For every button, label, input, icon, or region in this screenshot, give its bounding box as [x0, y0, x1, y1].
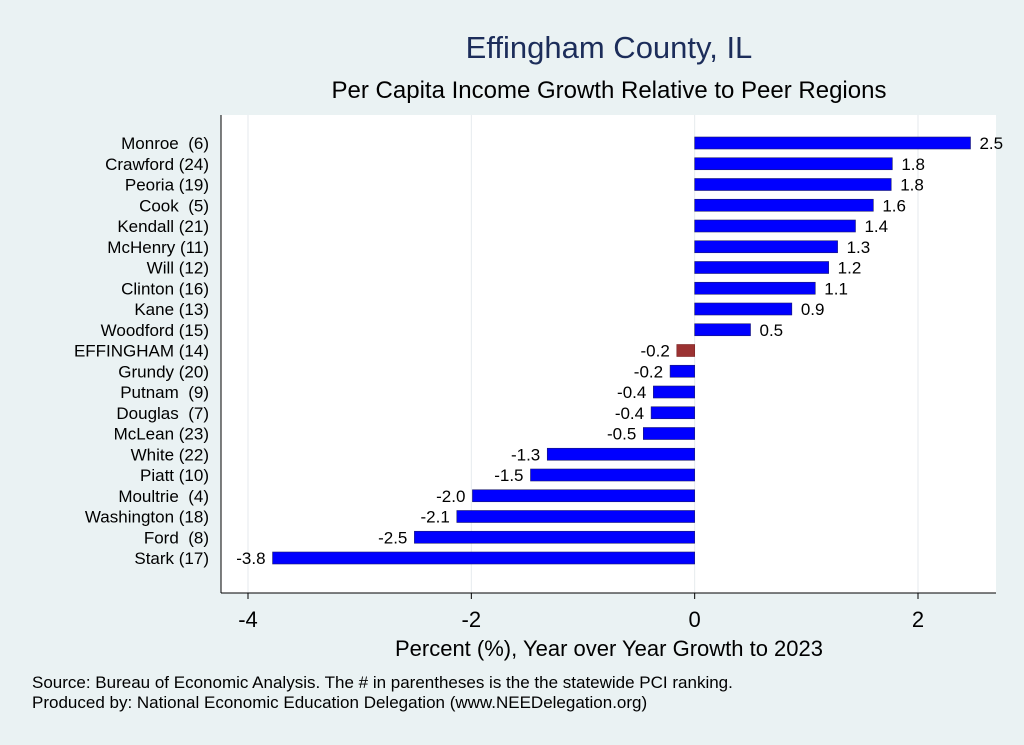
bar [694, 157, 893, 171]
value-label: 1.3 [847, 238, 871, 257]
value-label: -1.3 [511, 445, 540, 464]
value-label: -0.5 [607, 425, 636, 444]
x-tick-label: -4 [238, 607, 258, 632]
bar [694, 302, 793, 316]
chart-subtitle: Per Capita Income Growth Relative to Pee… [332, 77, 887, 104]
bar [694, 261, 829, 274]
bar [456, 510, 695, 523]
category-label: Douglas (7) [116, 404, 209, 423]
category-label: Putnam (9) [120, 383, 209, 402]
value-label: -0.2 [641, 342, 670, 361]
bar [694, 198, 874, 212]
category-label: Moultrie (4) [118, 487, 209, 506]
category-label: EFFINGHAM (14) [74, 342, 209, 361]
value-labels: 2.51.81.81.61.41.31.21.10.90.5-0.2-0.2-0… [236, 134, 1003, 568]
x-axis-label: Percent (%), Year over Year Growth to 20… [395, 636, 823, 661]
value-label: -0.4 [615, 404, 644, 423]
chart-title: Effingham County, IL [466, 30, 753, 65]
category-label: Washington (18) [85, 508, 209, 527]
category-label: Kendall (21) [117, 217, 209, 236]
category-label: Crawford (24) [105, 155, 209, 174]
value-label: 1.8 [900, 176, 924, 195]
bar [694, 219, 856, 233]
bar [694, 136, 971, 150]
bar [530, 468, 695, 482]
value-label: -2.0 [436, 487, 465, 506]
category-label: White (22) [131, 445, 209, 464]
value-label: 1.6 [882, 196, 906, 215]
category-labels: Monroe (6) Crawford (24) Peoria (19)Cook (… [74, 134, 209, 568]
bars [272, 136, 971, 565]
value-label: 2.5 [979, 134, 1003, 153]
bar [650, 406, 695, 420]
value-label: -3.8 [236, 549, 265, 568]
producer-note: Produced by: National Economic Education… [32, 693, 648, 712]
category-label: Will (12) [147, 259, 209, 278]
category-label: Piatt (10) [140, 466, 209, 485]
value-label: -2.1 [421, 508, 450, 527]
value-label: 1.8 [901, 155, 925, 174]
bar [546, 447, 695, 461]
x-axis: -4 -2 0 2 [220, 115, 996, 632]
category-label: Monroe (6) [121, 134, 209, 153]
category-label: Grundy (20) [118, 362, 209, 381]
bar [669, 364, 695, 378]
bar [694, 240, 838, 254]
category-label: Woodford (15) [101, 321, 209, 340]
value-label: 1.2 [838, 259, 862, 278]
value-label: 1.4 [864, 217, 888, 236]
value-label: 1.1 [824, 279, 848, 298]
bar [676, 344, 695, 357]
x-tick-label: 0 [689, 607, 701, 632]
category-label: Stark (17) [134, 549, 209, 568]
value-label: 0.9 [801, 300, 825, 319]
bar [472, 489, 695, 503]
bar [653, 385, 695, 399]
category-label: Cook (5) [139, 196, 209, 215]
category-label: McHenry (11) [107, 238, 209, 257]
x-tick-label: 2 [912, 607, 924, 632]
bar [642, 427, 695, 440]
bar [694, 281, 816, 295]
value-label: 0.5 [760, 321, 784, 340]
value-label: -0.2 [634, 362, 663, 381]
category-label: Clinton (16) [121, 279, 209, 298]
bar [694, 323, 751, 337]
category-label: Kane (13) [134, 300, 209, 319]
bar [272, 551, 695, 565]
value-label: -2.5 [378, 528, 407, 547]
bar [694, 178, 892, 191]
bar [414, 530, 695, 544]
category-label: McLean (23) [114, 425, 209, 444]
value-label: -0.4 [617, 383, 646, 402]
source-note: Source: Bureau of Economic Analysis. The… [32, 673, 733, 692]
category-label: Ford (8) [144, 528, 209, 547]
x-tick-label: -2 [462, 607, 482, 632]
value-label: -1.5 [494, 466, 523, 485]
category-label: Peoria (19) [125, 176, 209, 195]
